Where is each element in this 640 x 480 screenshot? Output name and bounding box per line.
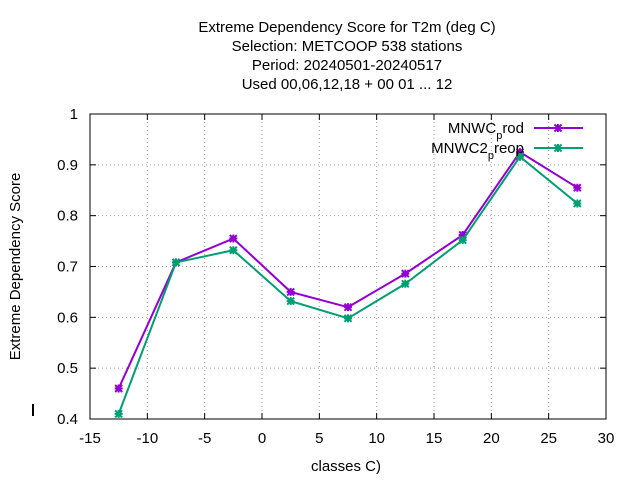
legend-label-mnwc-prod: MNWCprod — [448, 120, 524, 142]
legend-name-sub: p — [496, 130, 502, 142]
x-tick-label: 15 — [426, 430, 443, 447]
data-point-center — [230, 236, 236, 242]
title-line-1: Extreme Dependency Score for T2m (deg C) — [198, 19, 495, 36]
series-mnwc2-preop — [114, 152, 582, 419]
data-point-center — [173, 259, 179, 265]
data-point-center — [517, 154, 523, 160]
legend-name-main: MNWC — [448, 120, 496, 137]
tick-marks — [89, 113, 607, 420]
data-point-center — [116, 411, 122, 417]
legend-marker-center — [555, 125, 561, 131]
series-line-mnwc-prod — [117, 150, 578, 389]
data-point-center — [345, 315, 351, 321]
legend-name-tail: reop — [494, 140, 524, 157]
legend-name-sub: p — [488, 150, 494, 162]
y-tick-label: 1 — [70, 106, 78, 123]
x-tick-label: 10 — [368, 430, 385, 447]
legend-marker-center — [555, 145, 561, 151]
x-tick-label: 30 — [598, 430, 615, 447]
y-tick-label: 0.6 — [57, 309, 78, 326]
x-tick-label: 0 — [258, 430, 266, 447]
y-tick-label: 0.5 — [57, 360, 78, 377]
x-tick-label: -5 — [198, 430, 211, 447]
legend-label-mnwc2-preop: MNWC2preop — [431, 140, 524, 162]
y-tick-label: 0.9 — [57, 157, 78, 174]
data-point-center — [574, 200, 580, 206]
legend-sample-mnwc-prod — [534, 123, 583, 133]
legend: MNWCprod MNWC2preop — [431, 120, 583, 162]
data-point-center — [517, 149, 523, 155]
data-point-center — [230, 247, 236, 253]
legend-name-tail: rod — [502, 120, 524, 137]
series-group — [114, 147, 582, 419]
x-tick-label: 5 — [315, 430, 323, 447]
data-point-center — [345, 304, 351, 310]
series-mnwc-prod — [114, 147, 582, 393]
title-line-4: Used 00,06,12,18 + 00 01 ... 12 — [242, 76, 453, 93]
x-tick-label: -15 — [79, 430, 101, 447]
x-tick-label: -10 — [136, 430, 158, 447]
y-tick-label: 0.7 — [57, 259, 78, 276]
title-line-3: Period: 20240501-20240517 — [252, 57, 442, 74]
grid — [90, 114, 606, 419]
data-point-center — [460, 232, 466, 238]
x-tick-label: 20 — [483, 430, 500, 447]
title-line-2: Selection: METCOOP 538 stations — [232, 38, 463, 55]
data-point-center — [574, 185, 580, 191]
x-axis-label: classes C) — [311, 458, 381, 475]
data-point-center — [402, 271, 408, 277]
data-point-center — [116, 386, 122, 391]
series-line-mnwc2-preop — [117, 155, 578, 415]
data-point-center — [402, 281, 408, 287]
data-point-center — [288, 298, 294, 304]
chart-title: Extreme Dependency Score for T2m (deg C)… — [198, 19, 495, 93]
legend-sample-mnwc2-preop — [534, 143, 583, 153]
data-point-center — [460, 237, 466, 243]
data-point-center — [288, 289, 294, 295]
plot-frame — [89, 113, 607, 420]
y-axis-label: Extreme Dependency Score — [7, 173, 24, 361]
x-tick-label: 25 — [540, 430, 557, 447]
y-tick-label: 0.8 — [57, 208, 78, 225]
legend-name-main: MNWC2 — [431, 140, 488, 157]
y-tick-label: 0.4 — [57, 411, 78, 428]
